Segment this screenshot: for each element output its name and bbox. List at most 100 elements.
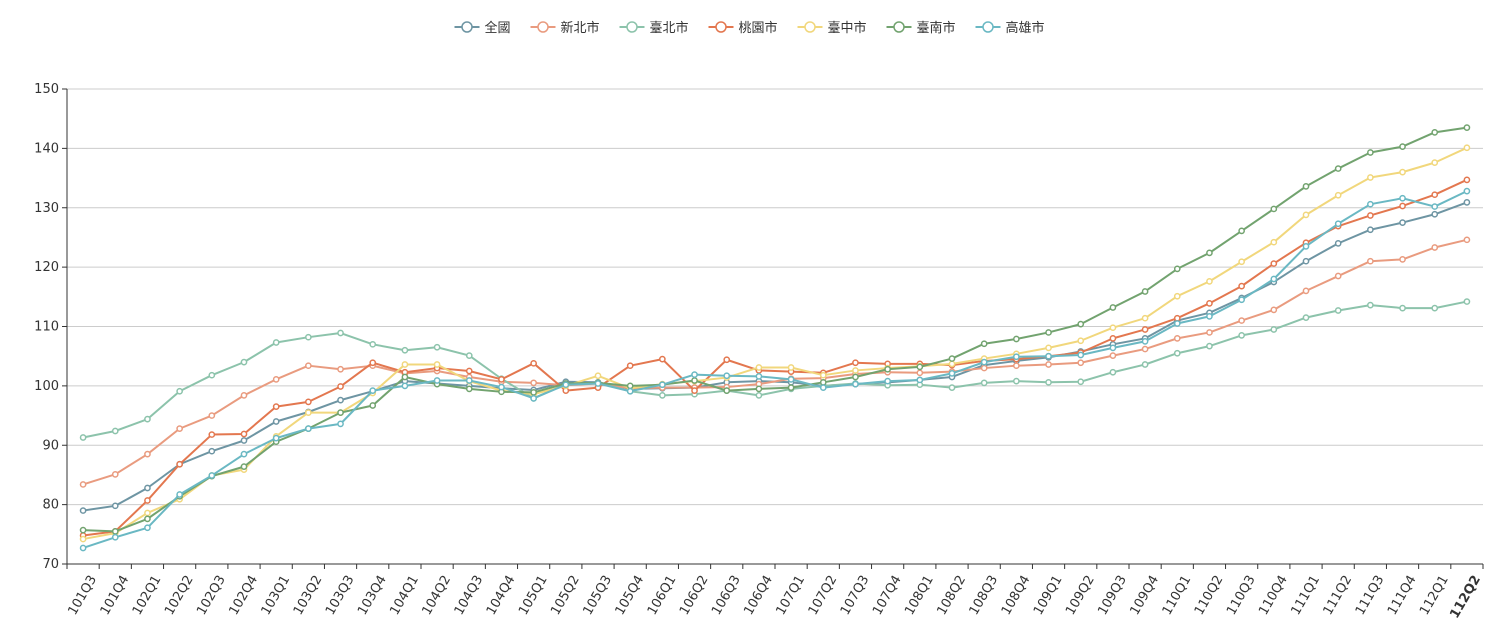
data-point[interactable] [1431,128,1439,136]
data-point[interactable] [787,384,795,392]
data-point[interactable] [916,369,924,377]
data-point[interactable] [240,463,248,470]
data-point[interactable] [1270,306,1278,314]
data-point[interactable] [401,361,409,368]
data-point[interactable] [1463,144,1471,152]
data-point[interactable] [144,415,151,423]
data-point[interactable] [1045,361,1052,368]
data-point[interactable] [1141,337,1149,345]
data-point[interactable] [1367,149,1374,156]
data-point[interactable] [1206,299,1213,307]
data-point[interactable] [852,380,859,388]
data-point[interactable] [144,509,151,517]
legend-item[interactable]: 桃園市 [708,20,778,36]
data-point[interactable] [755,392,763,399]
data-point[interactable] [594,380,602,387]
data-point[interactable] [626,382,634,390]
data-point[interactable] [1141,345,1149,353]
data-point[interactable] [1109,324,1117,332]
data-point[interactable] [337,329,344,337]
data-point[interactable] [208,431,216,438]
data-point[interactable] [1045,344,1052,352]
data-point[interactable] [111,502,119,510]
data-point[interactable] [337,396,344,404]
data-point[interactable] [1270,326,1278,333]
data-point[interactable] [1238,258,1245,266]
data-point[interactable] [369,340,377,348]
data-point[interactable] [852,373,859,381]
data-point[interactable] [1399,143,1406,150]
data-point[interactable] [819,378,827,386]
data-point[interactable] [401,346,409,354]
data-point[interactable] [948,360,956,368]
data-point[interactable] [401,373,409,381]
data-point[interactable] [272,375,280,383]
data-point[interactable] [1399,256,1406,263]
data-point[interactable] [208,371,216,379]
data-point[interactable] [1302,242,1310,250]
data-point[interactable] [1045,352,1052,360]
data-point[interactable] [401,382,409,390]
data-point[interactable] [1045,329,1052,336]
data-point[interactable] [1077,320,1085,328]
data-point[interactable] [433,361,441,368]
data-point[interactable] [1238,317,1245,324]
data-point[interactable] [1431,304,1439,312]
data-point[interactable] [1431,244,1439,251]
data-point[interactable] [884,365,891,373]
data-point[interactable] [1206,329,1213,336]
data-point[interactable] [916,376,924,384]
data-point[interactable] [723,356,731,364]
data-point[interactable] [369,359,377,367]
data-point[interactable] [1077,359,1085,367]
data-point[interactable] [1013,362,1020,370]
data-point[interactable] [1431,191,1439,199]
data-point[interactable] [852,359,859,367]
data-point[interactable] [1399,304,1406,312]
data-point[interactable] [755,364,763,371]
data-point[interactable] [1334,191,1342,199]
data-point[interactable] [1302,257,1310,265]
data-point[interactable] [337,365,344,373]
data-point[interactable] [337,420,344,428]
data-point[interactable] [1173,320,1181,327]
data-point[interactable] [980,364,988,372]
data-point[interactable] [111,533,119,541]
data-point[interactable] [240,437,248,444]
data-point[interactable] [79,481,87,488]
data-point[interactable] [948,355,956,362]
data-point[interactable] [1206,342,1213,350]
data-point[interactable] [1141,361,1149,368]
data-point[interactable] [272,418,280,425]
data-point[interactable] [723,387,731,394]
data-point[interactable] [723,372,731,380]
data-point[interactable] [465,352,473,359]
data-point[interactable] [1109,352,1117,359]
data-point[interactable] [465,367,473,375]
data-point[interactable] [176,491,183,498]
data-point[interactable] [755,373,763,380]
data-point[interactable] [498,383,505,391]
data-point[interactable] [1399,219,1406,226]
data-point[interactable] [530,359,537,367]
data-point[interactable] [1173,292,1181,300]
data-point[interactable] [819,371,827,379]
data-point[interactable] [240,430,248,438]
data-point[interactable] [1206,278,1213,285]
data-point[interactable] [240,450,248,458]
data-point[interactable] [980,379,988,387]
data-point[interactable] [659,355,666,363]
data-point[interactable] [1463,199,1471,206]
legend[interactable]: 全國 新北市 臺北市 桃園市 臺中市 臺南市 高雄市 [454,20,1045,36]
data-point[interactable] [1302,314,1310,321]
data-point[interactable] [755,385,763,393]
data-point[interactable] [1367,174,1374,181]
data-point[interactable] [305,333,312,341]
data-point[interactable] [1367,226,1374,234]
data-point[interactable] [691,371,698,378]
data-point[interactable] [208,472,216,479]
data-point[interactable] [787,375,795,383]
data-point[interactable] [144,515,151,523]
data-point[interactable] [1173,335,1181,342]
data-point[interactable] [1173,265,1181,273]
